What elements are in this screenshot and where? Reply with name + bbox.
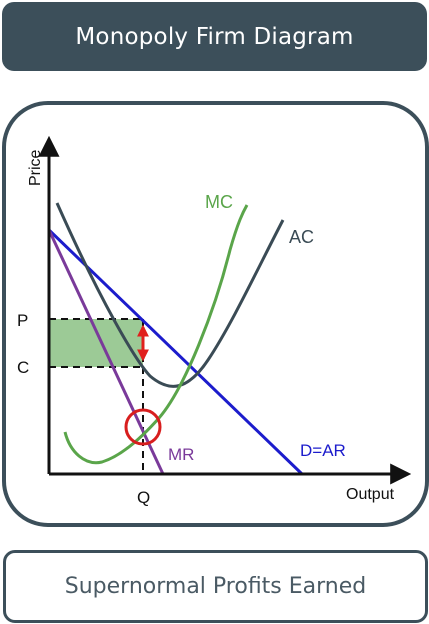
price-tick-label: P (17, 311, 28, 330)
cost-tick-label: C (17, 358, 29, 377)
mr-equals-mc-marker (124, 408, 162, 446)
mc-curve (63, 204, 249, 465)
demand-label: D=AR (300, 441, 346, 460)
ac-label: AC (289, 227, 314, 247)
demand-curve (47, 228, 304, 476)
quantity-tick-label: Q (137, 488, 150, 507)
diagram-caption: Supernormal Profits Earned (3, 550, 428, 623)
mr-label: MR (168, 445, 194, 464)
ac-curve (55, 202, 285, 388)
mc-label: MC (205, 192, 233, 212)
diagram-title: Monopoly Firm Diagram (2, 2, 427, 71)
y-axis-label: Price (27, 149, 44, 186)
diagram-panel (2, 101, 429, 527)
x-axis-label: Output (346, 486, 395, 503)
